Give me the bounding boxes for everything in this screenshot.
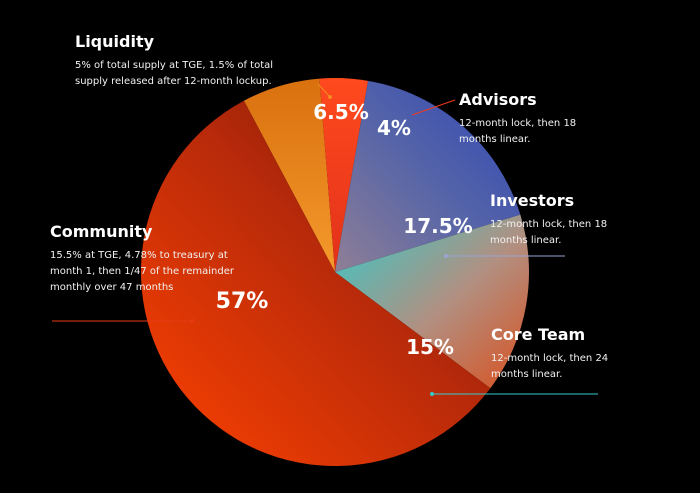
advisors-description: 12-month lock, then 18 months linear. — [459, 118, 577, 145]
percent-label-core-team: 15% — [406, 335, 454, 359]
percent-label-advisors: 4% — [377, 116, 411, 140]
legend-liquidity: Liquidity 5% of total supply at TGE, 1.5… — [75, 32, 305, 90]
core-team-title: Core Team — [491, 325, 586, 344]
slice-investors — [335, 80, 521, 272]
legend-core-team: Core Team 12-month lock, then 24 months … — [491, 325, 631, 383]
slice-liquidity — [243, 78, 335, 273]
percent-label-investors: 17.5% — [403, 214, 472, 238]
liquidity-description: 5% of total supply at TGE, 1.5% of total… — [75, 60, 274, 87]
community-description: 15.5% at TGE, 4.78% to treasury at month… — [50, 250, 234, 293]
advisors-title: Advisors — [459, 90, 537, 109]
connector-dot-core-team — [430, 392, 434, 396]
connector-advisors — [411, 99, 456, 116]
legend-community: Community 15.5% at TGE, 4.78% to treasur… — [50, 222, 235, 296]
connector-dot-investors — [444, 254, 448, 258]
legend-investors: Investors 12-month lock, then 18 months … — [490, 191, 620, 249]
liquidity-title: Liquidity — [75, 32, 155, 51]
connector-dot-liquidity — [328, 95, 332, 99]
investors-description: 12-month lock, then 18 months linear. — [490, 219, 608, 246]
slice-advisors — [319, 77, 369, 273]
percent-label-liquidity: 6.5% — [313, 100, 368, 124]
core-team-description: 12-month lock, then 24 months linear. — [491, 353, 609, 380]
investors-title: Investors — [490, 191, 575, 210]
slice-core-team — [335, 214, 529, 389]
percent-label-community: 57% — [216, 289, 269, 314]
connector-dot-community — [190, 319, 194, 323]
legend-advisors: Advisors 12-month lock, then 18 months l… — [459, 90, 599, 148]
connector-liquidity — [317, 83, 331, 98]
community-title: Community — [50, 222, 153, 241]
slice-community — [140, 100, 491, 467]
